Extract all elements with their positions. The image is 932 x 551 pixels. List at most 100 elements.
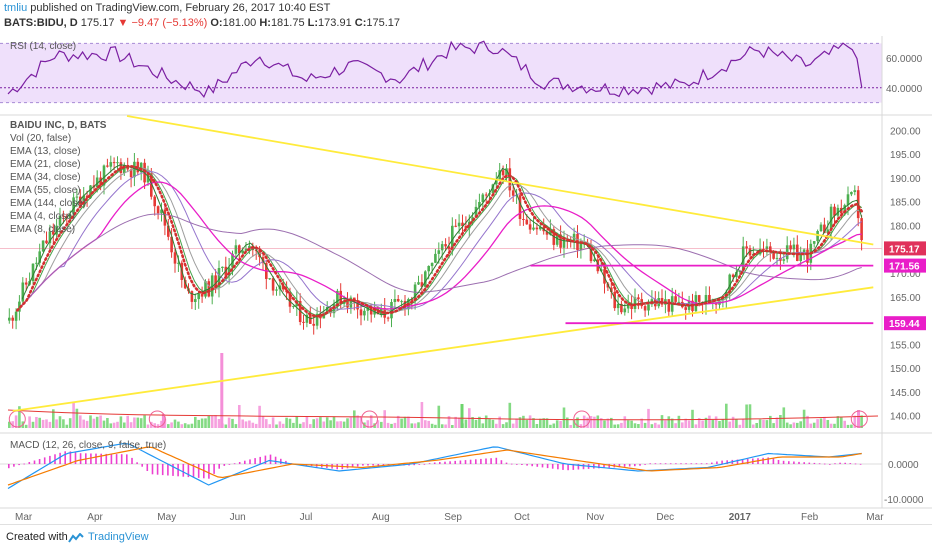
macd-histogram-bar [167, 464, 169, 476]
candle-body [417, 282, 420, 285]
volume-bar [704, 417, 708, 428]
macd-histogram-bar [721, 460, 723, 464]
candle-body [238, 245, 241, 254]
volume-bar [366, 420, 370, 428]
macd-histogram-bar [823, 463, 826, 465]
candle-body [545, 231, 549, 235]
candle-body [153, 196, 156, 207]
macd-histogram-bar [659, 463, 662, 465]
macd-histogram-bar [64, 451, 66, 464]
macd-histogram-bar [536, 464, 539, 467]
candle-body [183, 280, 187, 289]
candle-body [227, 267, 231, 276]
macd-histogram-bar [43, 457, 46, 464]
volume-bar [539, 418, 542, 428]
resistance-line [126, 115, 874, 246]
time-axis-label: Mar [15, 512, 33, 523]
high-label: H: [259, 17, 271, 29]
macd-histogram-bar [208, 464, 210, 479]
volume-bar [677, 415, 681, 428]
candle-body [410, 299, 414, 301]
macd-histogram-bar [280, 458, 282, 464]
volume-bar [789, 424, 792, 428]
volume-bar [153, 423, 156, 428]
candle-body [846, 194, 850, 206]
volume-bar [58, 416, 62, 428]
volume-bar [390, 423, 393, 428]
volume-bar [62, 419, 65, 428]
ema-144-line [21, 213, 862, 306]
candle-body [41, 240, 45, 252]
time-axis-label: Jun [230, 512, 246, 523]
time-axis: Mar Apr May Jun Jul Aug Sep Oct Nov Dec 2017 Feb Mar [0, 36, 932, 523]
volume-bar [427, 420, 430, 428]
volume-bar [660, 415, 664, 428]
price-tick-label: 140.00 [890, 412, 921, 423]
ema-21-line [21, 167, 862, 314]
volume-bar [99, 415, 102, 428]
candle-body [72, 197, 75, 215]
macd-histogram-bar [120, 454, 123, 464]
macd-histogram-bar [562, 464, 564, 470]
author-name[interactable]: tmliu [4, 2, 28, 14]
volume-bar [471, 417, 474, 428]
macd-histogram-bar [485, 458, 487, 464]
macd-histogram-bar [18, 464, 20, 466]
volume-bar [779, 415, 782, 428]
volume-bar [356, 415, 359, 428]
candle-body [474, 206, 478, 218]
volume-bar [836, 416, 840, 428]
time-axis-label: Aug [372, 512, 390, 523]
chart-canvas[interactable]: RSI (14, close) 60.0000 40.0000 BAIDU INC,… [0, 0, 932, 524]
candle-body [843, 205, 846, 214]
time-axis-label: Nov [586, 512, 604, 523]
tradingview-brand-link[interactable]: TradingView [88, 531, 149, 543]
candle-body [647, 304, 650, 311]
volume-bar [552, 423, 556, 428]
volume-bar [623, 416, 627, 428]
volume-bar [413, 423, 417, 428]
candle-body [812, 241, 816, 244]
rsi-band [0, 43, 882, 103]
candle-body [363, 310, 366, 316]
macd-histogram-bar [480, 458, 482, 464]
macd-histogram-bar [79, 453, 82, 464]
candle-body [167, 225, 170, 237]
macd-histogram-bar [126, 454, 128, 464]
time-axis-label: May [157, 512, 176, 523]
volume-bar [369, 415, 373, 428]
macd-histogram-bar [495, 457, 498, 464]
macd-histogram-bar [238, 462, 241, 464]
volume-bar [65, 424, 69, 428]
price-tick-label: 190.00 [890, 174, 921, 185]
macd-histogram-bar [269, 454, 272, 464]
candle-body [484, 194, 488, 196]
candle-body [731, 274, 735, 277]
candle-body [400, 301, 403, 303]
candle-body [221, 266, 224, 268]
macd-histogram-bar [510, 463, 513, 465]
candle-body [112, 162, 116, 164]
macd-histogram-bar [54, 454, 56, 464]
volume-bar [173, 419, 177, 428]
macd-histogram-bar [413, 464, 415, 466]
volume-bar [190, 423, 194, 428]
candle-body [309, 314, 312, 324]
volume-bar [302, 422, 305, 428]
tradingview-logo-icon[interactable] [68, 533, 84, 543]
macd-histogram-bar [639, 464, 641, 466]
volume-bar [163, 418, 167, 428]
candle-body [755, 253, 758, 255]
candle-body [478, 202, 481, 207]
price-tick-label: 150.00 [890, 364, 921, 375]
rsi-tick-60: 60.0000 [886, 54, 923, 65]
volume-bar [620, 422, 623, 428]
candle-body [468, 221, 471, 229]
macd-histogram-bar [74, 452, 77, 464]
created-with-text: Created with [6, 531, 68, 543]
candle-body [806, 249, 809, 263]
macd-histogram-bar [690, 463, 693, 465]
ema-13-line [21, 165, 863, 317]
price-tick-label: 195.00 [890, 150, 921, 161]
macd-line [7, 442, 862, 490]
